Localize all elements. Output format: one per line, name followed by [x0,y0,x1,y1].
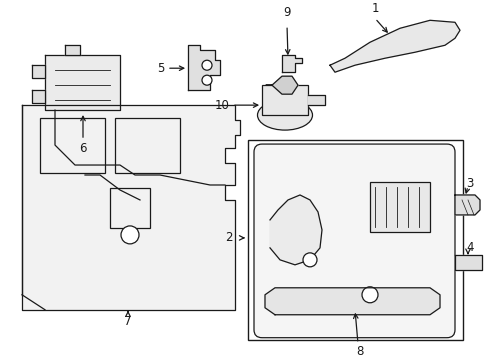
Circle shape [361,287,377,303]
Text: 3: 3 [466,177,473,190]
Text: 4: 4 [465,241,473,255]
Bar [369,182,429,232]
Circle shape [202,75,212,85]
FancyBboxPatch shape [253,144,454,338]
Bar [247,140,462,340]
Polygon shape [454,195,479,215]
Polygon shape [45,55,120,110]
Polygon shape [65,45,80,55]
Polygon shape [329,20,459,72]
Text: 7: 7 [124,315,131,328]
Text: 10: 10 [215,99,229,112]
Ellipse shape [257,100,312,130]
Circle shape [303,253,316,267]
Polygon shape [22,105,240,310]
Polygon shape [454,255,481,270]
Polygon shape [265,76,297,94]
Text: 6: 6 [79,141,86,154]
Polygon shape [282,55,302,72]
Bar [110,188,150,228]
Polygon shape [307,95,325,105]
Polygon shape [269,195,321,265]
Polygon shape [32,65,45,78]
Polygon shape [264,288,439,315]
Text: 8: 8 [356,345,363,358]
Text: 5: 5 [157,62,164,75]
Text: 2: 2 [225,231,232,244]
Polygon shape [187,45,220,90]
Polygon shape [32,90,45,103]
Text: 9: 9 [283,6,290,19]
Circle shape [202,60,212,70]
Bar [262,85,307,115]
Bar [115,118,180,173]
Bar [40,118,105,173]
Text: 1: 1 [370,2,378,15]
Circle shape [121,226,139,244]
